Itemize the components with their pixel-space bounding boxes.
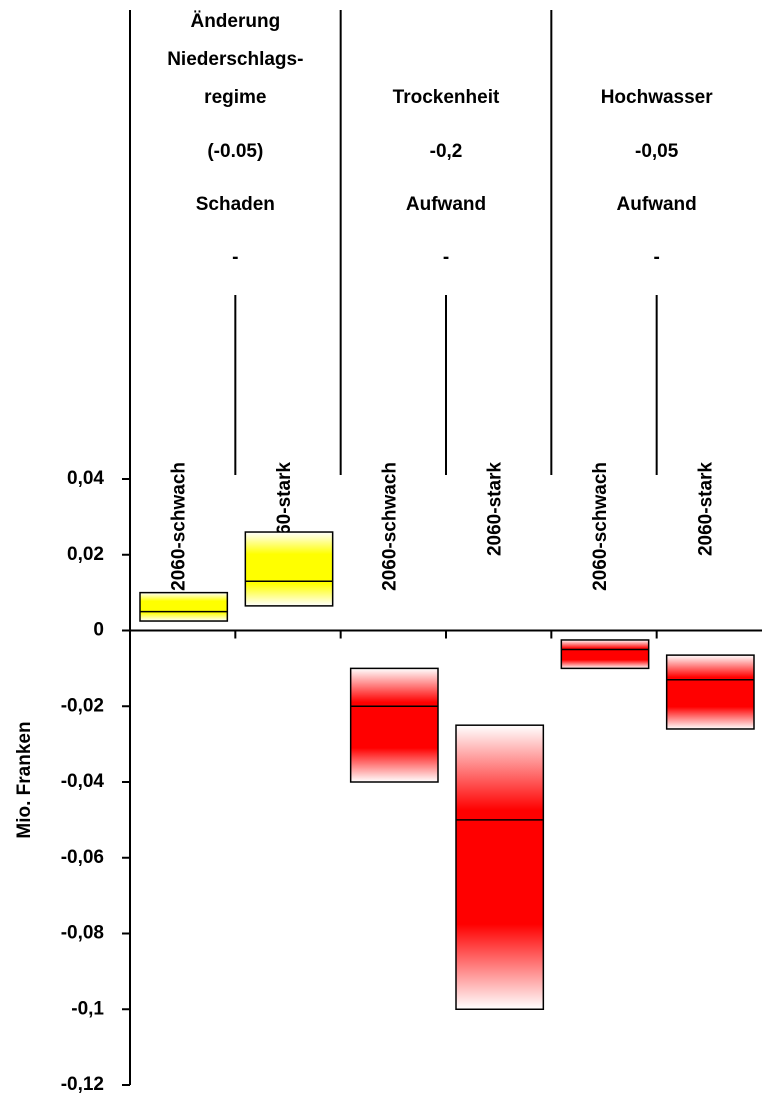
group-name: Änderung	[190, 11, 280, 32]
group-name: Hochwasser	[601, 87, 714, 108]
y-tick-label: -0,1	[71, 998, 104, 1019]
group-kind: Aufwand	[406, 194, 486, 215]
range-box	[665, 654, 755, 730]
y-tick-label: -0,02	[61, 695, 104, 716]
group-kind: Aufwand	[617, 194, 697, 215]
range-box	[560, 639, 650, 670]
y-tick-label: -0,12	[61, 1074, 104, 1095]
group-name: Niederschlags-	[167, 49, 303, 70]
range-box	[244, 531, 334, 607]
y-tick-label: -0,08	[61, 923, 104, 944]
y-axis-label: Mio. Franken	[14, 721, 35, 838]
group-factor: (-0.05)	[207, 141, 263, 162]
category-label: 2060-schwach	[590, 462, 611, 591]
y-tick-label: 0	[93, 620, 104, 641]
y-tick-label: 0,02	[67, 544, 104, 565]
category-label: 2060-stark	[485, 462, 506, 556]
y-tick-label: -0,04	[61, 771, 105, 792]
category-label: 2060-schwach	[169, 462, 190, 591]
group-dash: -	[443, 247, 449, 268]
group-factor: -0,2	[430, 141, 463, 162]
range-box	[349, 667, 439, 783]
y-tick-label: 0,04	[67, 468, 104, 489]
y-tick-label: -0,06	[61, 847, 104, 868]
range-box	[139, 591, 229, 622]
category-label: 2060-schwach	[379, 462, 400, 591]
group-factor: -0,05	[635, 141, 679, 162]
group-kind: Schaden	[196, 194, 275, 215]
group-name: regime	[204, 87, 266, 108]
group-dash: -	[654, 247, 660, 268]
category-label: 2060-stark	[695, 462, 716, 556]
range-box	[455, 724, 545, 1010]
group-name: Trockenheit	[393, 87, 500, 108]
group-dash: -	[232, 247, 238, 268]
